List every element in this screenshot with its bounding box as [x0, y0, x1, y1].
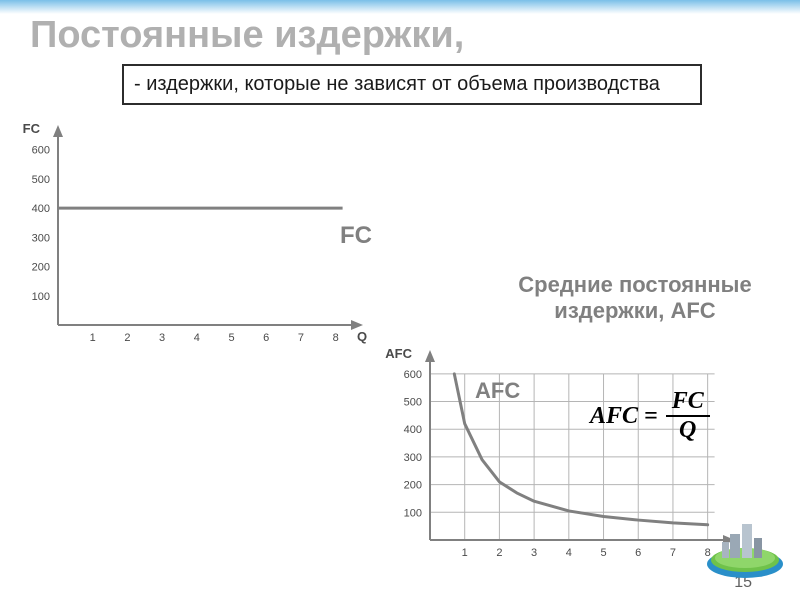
svg-text:Q: Q: [357, 329, 367, 344]
svg-text:1: 1: [90, 332, 96, 344]
svg-text:3: 3: [159, 332, 165, 344]
formula-numerator: FC: [666, 388, 710, 417]
afc-chart: 10020030040050060012345678AFCQ: [380, 340, 740, 570]
formula-lhs: AFC =: [590, 403, 658, 430]
svg-text:300: 300: [32, 232, 50, 244]
formula-denominator: Q: [673, 417, 702, 444]
fc-curve-label: FC: [340, 222, 372, 250]
svg-text:7: 7: [670, 547, 676, 559]
svg-text:AFC: AFC: [385, 346, 412, 361]
svg-text:3: 3: [531, 547, 537, 559]
svg-text:500: 500: [32, 174, 50, 186]
afc-section-title: Средние постоянные издержки, AFC: [490, 272, 780, 325]
svg-text:500: 500: [404, 397, 422, 409]
slide-title: Постоянные издержки,: [30, 14, 464, 57]
svg-text:1: 1: [462, 547, 468, 559]
svg-text:2: 2: [496, 547, 502, 559]
fc-chart: 100 200 300 400 500 600 1 2 3 4 5 6 7 8 FC Q: [8, 115, 368, 355]
svg-text:2: 2: [124, 332, 130, 344]
svg-text:5: 5: [228, 332, 234, 344]
svg-text:8: 8: [333, 332, 339, 344]
top-gradient-bar: [0, 0, 800, 14]
svg-text:400: 400: [404, 424, 422, 436]
svg-text:7: 7: [298, 332, 304, 344]
svg-text:4: 4: [194, 332, 200, 344]
formula-fraction: FC Q: [666, 388, 710, 444]
svg-text:5: 5: [600, 547, 606, 559]
afc-curve-label: AFC: [475, 378, 520, 404]
definition-box: - издержки, которые не зависят от объема…: [122, 64, 702, 105]
svg-text:600: 600: [32, 145, 50, 157]
svg-text:100: 100: [32, 291, 50, 303]
svg-text:6: 6: [635, 547, 641, 559]
svg-text:100: 100: [404, 507, 422, 519]
svg-text:4: 4: [566, 547, 572, 559]
svg-text:300: 300: [404, 452, 422, 464]
svg-text:600: 600: [404, 369, 422, 381]
decorative-globe-icon: [700, 512, 790, 582]
svg-text:6: 6: [263, 332, 269, 344]
svg-text:FC: FC: [23, 121, 41, 136]
svg-text:200: 200: [32, 262, 50, 274]
svg-text:400: 400: [32, 203, 50, 215]
afc-formula: AFC = FC Q: [590, 388, 710, 444]
svg-text:200: 200: [404, 480, 422, 492]
